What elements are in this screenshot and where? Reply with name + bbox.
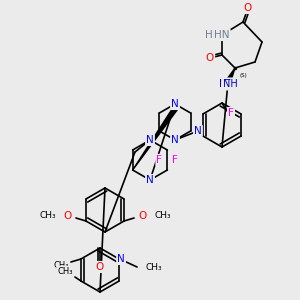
- Text: N: N: [146, 175, 154, 185]
- Text: O: O: [138, 211, 146, 221]
- Text: F: F: [228, 108, 234, 118]
- Text: N: N: [171, 135, 179, 145]
- Text: F: F: [172, 155, 178, 165]
- Text: O: O: [64, 211, 72, 221]
- Text: CH₃: CH₃: [53, 262, 69, 271]
- Text: (S): (S): [240, 74, 248, 79]
- Polygon shape: [133, 105, 179, 170]
- Text: N: N: [146, 135, 154, 145]
- Text: N: N: [117, 254, 125, 264]
- Text: CH₃: CH₃: [145, 262, 162, 272]
- Text: N̲H: N̲H: [222, 79, 238, 89]
- Polygon shape: [226, 68, 235, 83]
- Text: N̅H: N̅H: [223, 79, 237, 89]
- Text: N: N: [194, 126, 202, 136]
- Text: O: O: [96, 262, 104, 272]
- Text: O: O: [206, 53, 214, 63]
- Text: CH₃: CH₃: [39, 212, 56, 220]
- Text: HN: HN: [214, 30, 230, 40]
- Text: CH₃: CH₃: [57, 266, 73, 275]
- Text: NH: NH: [219, 79, 235, 89]
- Text: N: N: [171, 99, 179, 109]
- Text: O: O: [244, 3, 252, 13]
- Text: HN: HN: [205, 30, 220, 40]
- Text: F: F: [156, 155, 162, 165]
- Text: CH₃: CH₃: [154, 212, 171, 220]
